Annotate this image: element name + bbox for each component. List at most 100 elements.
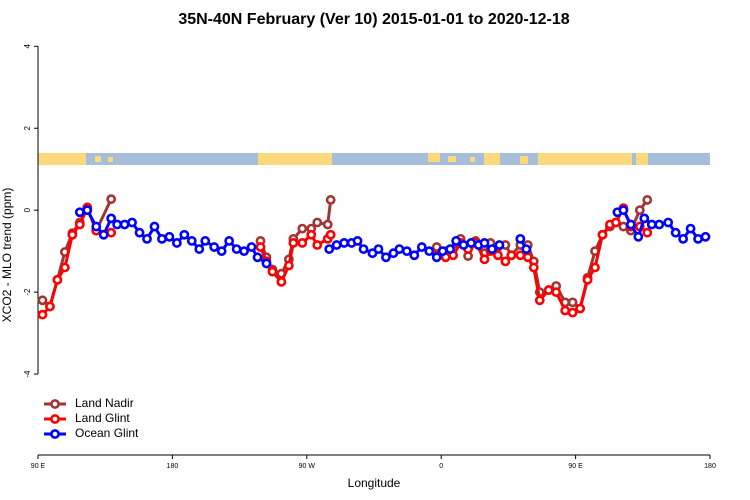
point <box>521 244 532 254</box>
point <box>276 276 287 287</box>
point <box>224 236 235 246</box>
point <box>642 195 653 205</box>
point <box>654 219 665 230</box>
point <box>261 258 272 269</box>
point <box>445 244 456 254</box>
point <box>106 227 117 238</box>
point <box>634 205 645 216</box>
point <box>663 217 674 228</box>
point <box>567 297 578 308</box>
legend-marker <box>50 414 60 424</box>
legend-label: Land Glint <box>75 411 130 425</box>
point <box>325 195 336 205</box>
point <box>551 287 562 298</box>
point <box>216 246 227 257</box>
x-tick-label: 90 E <box>31 463 46 470</box>
point <box>267 266 278 277</box>
x-tick-label: 90 E <box>568 463 583 470</box>
y-tick-label: 0 <box>23 207 32 212</box>
point <box>590 262 600 273</box>
point <box>283 260 294 271</box>
point <box>59 262 70 273</box>
point <box>693 233 703 244</box>
point <box>74 219 85 230</box>
point <box>91 221 102 232</box>
point <box>127 217 137 228</box>
legend-label: Ocean Glint <box>75 426 139 440</box>
point <box>567 307 578 318</box>
point <box>194 244 205 254</box>
point <box>458 240 469 250</box>
point <box>186 236 197 246</box>
point <box>534 295 545 306</box>
point <box>611 217 621 228</box>
point <box>67 229 78 240</box>
point <box>560 305 571 316</box>
point <box>373 244 384 254</box>
point <box>106 194 117 205</box>
point <box>487 244 497 254</box>
point <box>401 246 412 257</box>
point <box>618 221 629 232</box>
point <box>255 242 266 252</box>
x-axis-label: Longitude <box>348 476 401 490</box>
point <box>493 250 503 261</box>
point <box>416 242 427 252</box>
point <box>52 274 63 285</box>
point <box>522 252 533 263</box>
point <box>642 227 653 238</box>
point <box>239 246 249 257</box>
point <box>179 229 190 240</box>
x-tick-label: 180 <box>167 463 179 470</box>
point <box>431 252 442 263</box>
point <box>297 223 308 234</box>
point <box>515 250 526 261</box>
y-axis-label: XCO2 - MLO trend (ppm) <box>0 188 14 323</box>
point <box>142 233 152 244</box>
point <box>209 242 220 252</box>
point <box>352 236 363 246</box>
point <box>394 244 405 254</box>
point <box>575 303 585 314</box>
point <box>98 229 109 240</box>
point <box>381 252 391 263</box>
point <box>597 229 608 240</box>
point <box>37 295 48 306</box>
point <box>82 205 93 216</box>
point <box>543 285 554 295</box>
point <box>324 244 335 254</box>
point <box>494 240 505 250</box>
point <box>670 227 681 238</box>
chart-title: 35N-40N February (Ver 10) 2015-01-01 to … <box>178 11 569 28</box>
point <box>437 246 448 257</box>
point <box>252 252 263 263</box>
point <box>339 238 350 248</box>
point <box>700 231 711 242</box>
point <box>500 256 511 267</box>
point <box>325 229 336 240</box>
point <box>45 301 55 312</box>
point <box>149 221 160 232</box>
point <box>112 219 123 230</box>
point <box>312 217 323 228</box>
point <box>106 213 117 224</box>
point <box>528 262 539 273</box>
point <box>678 233 689 244</box>
point <box>451 236 462 246</box>
point <box>506 250 517 261</box>
point <box>119 219 130 230</box>
point <box>171 238 182 248</box>
point <box>74 207 85 218</box>
point <box>479 254 490 265</box>
legend-marker <box>50 399 60 409</box>
point <box>479 238 490 248</box>
point <box>685 223 696 234</box>
y-tick-label: 2 <box>23 125 32 130</box>
point <box>582 274 593 285</box>
point <box>515 233 526 244</box>
point <box>312 240 323 250</box>
point <box>306 229 317 240</box>
point <box>288 238 299 248</box>
point <box>639 213 650 224</box>
